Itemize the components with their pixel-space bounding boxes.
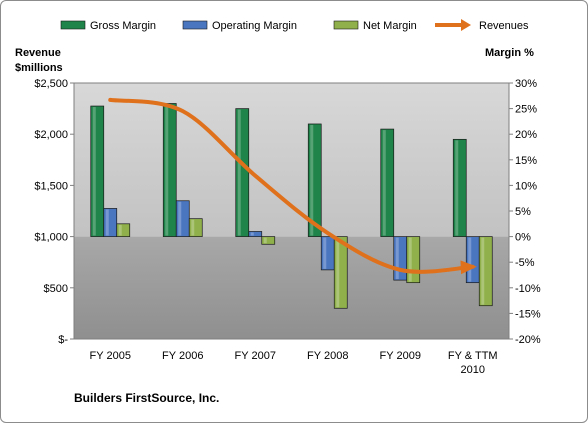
gross-margin-bar [452, 138, 467, 237]
x-tick-label: 2010 [461, 364, 485, 376]
bar-highlight [481, 237, 485, 305]
left-tick-label: $1,000 [34, 232, 68, 244]
gross-margin-bar [380, 128, 395, 237]
legend-label: Net Margin [363, 20, 417, 32]
legend-label: Gross Margin [90, 20, 156, 32]
left-tick-label: $- [58, 334, 68, 346]
bar-highlight [178, 201, 182, 236]
revenues-arrowhead [460, 260, 477, 275]
x-tick-label: FY 2007 [235, 350, 276, 362]
plot-background-upper [74, 83, 509, 237]
operating-margin-bar [175, 200, 190, 237]
revenues-line [108, 97, 475, 274]
bar-highlight [191, 219, 195, 236]
left-tick-label: $500 [44, 283, 68, 295]
gross-margin-bar [235, 108, 250, 237]
bar-highlight [263, 237, 267, 244]
x-tick-label: FY 2009 [380, 350, 421, 362]
bar-highlight [382, 130, 386, 236]
gross-margin-bar [307, 123, 322, 237]
bar-highlight [408, 237, 412, 282]
right-tick-label: 5% [515, 206, 531, 218]
operating-margin-bar [103, 208, 118, 237]
left-axis-unit: $millions [15, 62, 63, 74]
plot-area [73, 82, 510, 340]
net-margin-bar [261, 236, 276, 245]
right-axis-title: Margin % [485, 47, 534, 59]
operating-margin-bar [465, 236, 480, 284]
right-tick-label: 20% [515, 129, 537, 141]
legend-swatch [182, 20, 208, 30]
legend-swatch [333, 20, 359, 30]
left-axis-title: Revenue [15, 47, 61, 59]
right-tick-label: 15% [515, 155, 537, 167]
bar-highlight [237, 109, 241, 236]
bar-highlight [250, 232, 254, 236]
right-tick-label: 25% [515, 104, 537, 116]
bar-highlight [323, 237, 327, 269]
net-margin-bar [406, 236, 421, 284]
right-tick-label: 30% [515, 78, 537, 90]
right-tick-label: -5% [515, 257, 535, 269]
x-tick-label: FY 2006 [162, 350, 203, 362]
legend-label: Revenues [479, 20, 529, 32]
right-tick-label: -20% [515, 334, 541, 346]
left-tick-label: $2,500 [34, 78, 68, 90]
net-margin-bar [478, 236, 493, 307]
legend-swatch [60, 20, 86, 30]
legend-label: Operating Margin [212, 20, 297, 32]
right-tick-label: -15% [515, 308, 541, 320]
right-tick-label: -10% [515, 283, 541, 295]
gross-margin-bar [162, 103, 177, 237]
gross-margin-bar [90, 105, 105, 237]
operating-margin-bar [320, 236, 335, 271]
bar-highlight [310, 124, 314, 236]
net-margin-bar [116, 223, 131, 237]
bar-highlight [118, 224, 122, 236]
operating-margin-bar [393, 236, 408, 281]
right-tick-label: 10% [515, 180, 537, 192]
legend-arrowhead [461, 19, 471, 31]
legend: Gross Margin Operating Margin Net Margin Re… [60, 19, 529, 32]
bar-highlight [468, 237, 472, 282]
bar-highlight [336, 237, 340, 308]
x-tick-label: FY 2008 [307, 350, 348, 362]
bar-highlight [92, 107, 96, 236]
net-margin-bar [333, 236, 348, 309]
x-tick-label: FY & TTM [448, 350, 498, 362]
left-tick-label: $1,500 [34, 180, 68, 192]
bar-highlight [395, 237, 399, 280]
x-tick-label: FY 2005 [90, 350, 131, 362]
bar-highlight [105, 209, 109, 236]
bar-highlight [455, 140, 459, 236]
left-tick-label: $2,000 [34, 129, 68, 141]
bar-highlight [165, 104, 169, 236]
net-margin-bar [188, 218, 203, 237]
plot-background-lower [74, 236, 509, 339]
right-tick-label: 0% [515, 232, 531, 244]
operating-margin-bar [248, 231, 263, 237]
company-name: Builders FirstSource, Inc. [74, 391, 219, 405]
